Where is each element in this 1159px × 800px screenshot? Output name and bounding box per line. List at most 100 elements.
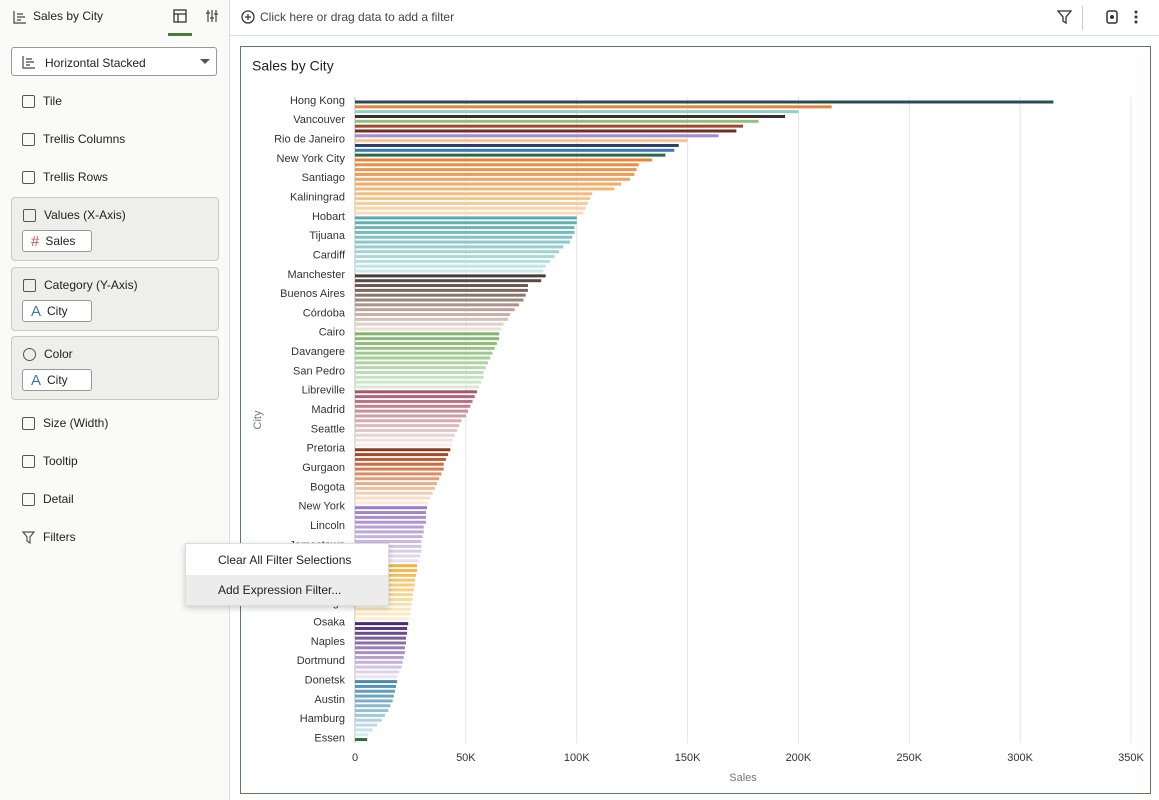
- bar: [355, 114, 786, 118]
- y-tick-label: Seattle: [311, 423, 345, 435]
- icon: [22, 454, 35, 468]
- filters[interactable]: Filters: [22, 530, 76, 544]
- y-tick-label: Davangere: [291, 346, 345, 358]
- bar: [355, 713, 385, 717]
- bar: [355, 399, 473, 403]
- bar: [355, 511, 426, 515]
- chip[interactable]: # Sales: [22, 230, 92, 252]
- bar: [355, 453, 449, 457]
- chart: Sales by City Sales City 0 50K 100K 150K 200…: [252, 58, 1145, 784]
- bar: [355, 491, 433, 495]
- icon: [22, 94, 35, 108]
- bar: [355, 414, 466, 418]
- properties-tab[interactable]: [205, 9, 219, 23]
- settings-button[interactable]: [1104, 9, 1120, 25]
- bar: [355, 380, 482, 384]
- tile[interactable]: Tile: [22, 94, 62, 108]
- label: Trellis Columns: [43, 132, 126, 146]
- y-tick-label: Lincoln: [310, 520, 345, 532]
- menu-item[interactable]: Clear All Filter Selections: [218, 553, 352, 567]
- menu-item[interactable]: Add Expression Filter...: [186, 575, 388, 605]
- chart-type-dropdown[interactable]: Horizontal Stacked: [11, 47, 217, 76]
- x-axis-label: Sales: [729, 772, 757, 784]
- bar: [355, 119, 759, 123]
- bar: [355, 404, 471, 408]
- bar: [355, 540, 422, 544]
- trellis-columns[interactable]: Trellis Columns: [22, 132, 125, 146]
- chip[interactable]: A City: [22, 369, 92, 391]
- filter-icon: [22, 530, 35, 544]
- bar: [355, 482, 438, 486]
- bar: [355, 409, 469, 413]
- bar: [355, 284, 528, 288]
- bar: [355, 515, 426, 519]
- icon: [23, 347, 36, 361]
- trellis-rows[interactable]: Trellis Rows: [22, 170, 108, 184]
- sheet-title: Sales by City: [33, 9, 104, 23]
- bar: [355, 351, 493, 355]
- bar: [355, 428, 457, 432]
- bar: [355, 641, 406, 645]
- bar: [355, 733, 369, 737]
- detail[interactable]: Detail: [22, 492, 74, 506]
- bar: [355, 201, 588, 205]
- label: Tooltip: [43, 454, 78, 468]
- y-tick-label: Bogota: [310, 481, 346, 493]
- chart-container: Sales by City Sales City 0 50K 100K 150K 200…: [240, 46, 1151, 794]
- label: Trellis Rows: [43, 170, 108, 184]
- grammar-tab[interactable]: [173, 9, 187, 23]
- label: Color: [44, 347, 73, 361]
- bar: [355, 163, 639, 167]
- y-tick-label: Buenos Aires: [280, 288, 345, 300]
- tooltip[interactable]: Tooltip: [22, 454, 78, 468]
- icon: [23, 278, 36, 292]
- label: Detail: [43, 492, 74, 506]
- x-tick-label: 150K: [675, 752, 701, 764]
- chart-icon: [13, 11, 26, 24]
- x-tick-label: 100K: [564, 752, 590, 764]
- bar: [355, 124, 743, 128]
- x-tick-label: 300K: [1007, 752, 1033, 764]
- bar: [355, 457, 446, 461]
- y-tick-label: San Pedro: [293, 365, 345, 377]
- filter-button[interactable]: [1057, 9, 1073, 25]
- y-tick-label: Gurgaon: [302, 462, 345, 474]
- attribute-icon: A: [31, 371, 42, 389]
- bar: [355, 327, 502, 331]
- bar: [355, 525, 424, 529]
- bar: [355, 129, 737, 133]
- chip[interactable]: A City: [22, 300, 92, 322]
- bar: [355, 433, 455, 437]
- bar: [355, 366, 486, 370]
- bar: [355, 356, 491, 360]
- category-label: Category (Y-Axis): [23, 278, 138, 292]
- bar: [355, 718, 382, 722]
- bar: [355, 395, 475, 399]
- bar: [355, 182, 622, 186]
- bar: [355, 172, 635, 176]
- bar: [355, 322, 504, 326]
- bar: [355, 255, 555, 259]
- bar: [355, 342, 497, 345]
- bar: [355, 723, 378, 727]
- icon: [22, 132, 35, 146]
- y-tick-label: Vancouver: [293, 114, 345, 126]
- bar: [355, 520, 426, 524]
- bar: [355, 317, 508, 321]
- bar: [355, 303, 520, 307]
- bar: [355, 168, 637, 172]
- bar: [355, 216, 577, 220]
- bar: [355, 221, 577, 225]
- more-button[interactable]: [1133, 9, 1139, 25]
- bar: [355, 535, 423, 539]
- values-section: Values (X-Axis) # Sales: [11, 197, 219, 261]
- bar: [355, 390, 477, 394]
- y-axis-label: City: [252, 410, 264, 429]
- size[interactable]: Size (Width): [22, 416, 108, 430]
- values-label: Values (X-Axis): [23, 208, 126, 222]
- bar: [355, 675, 398, 679]
- filter-bar[interactable]: Click here or drag data to add a filter: [230, 0, 1159, 36]
- y-tick-label: Manchester: [288, 269, 346, 281]
- y-tick-label: New York: [299, 501, 346, 513]
